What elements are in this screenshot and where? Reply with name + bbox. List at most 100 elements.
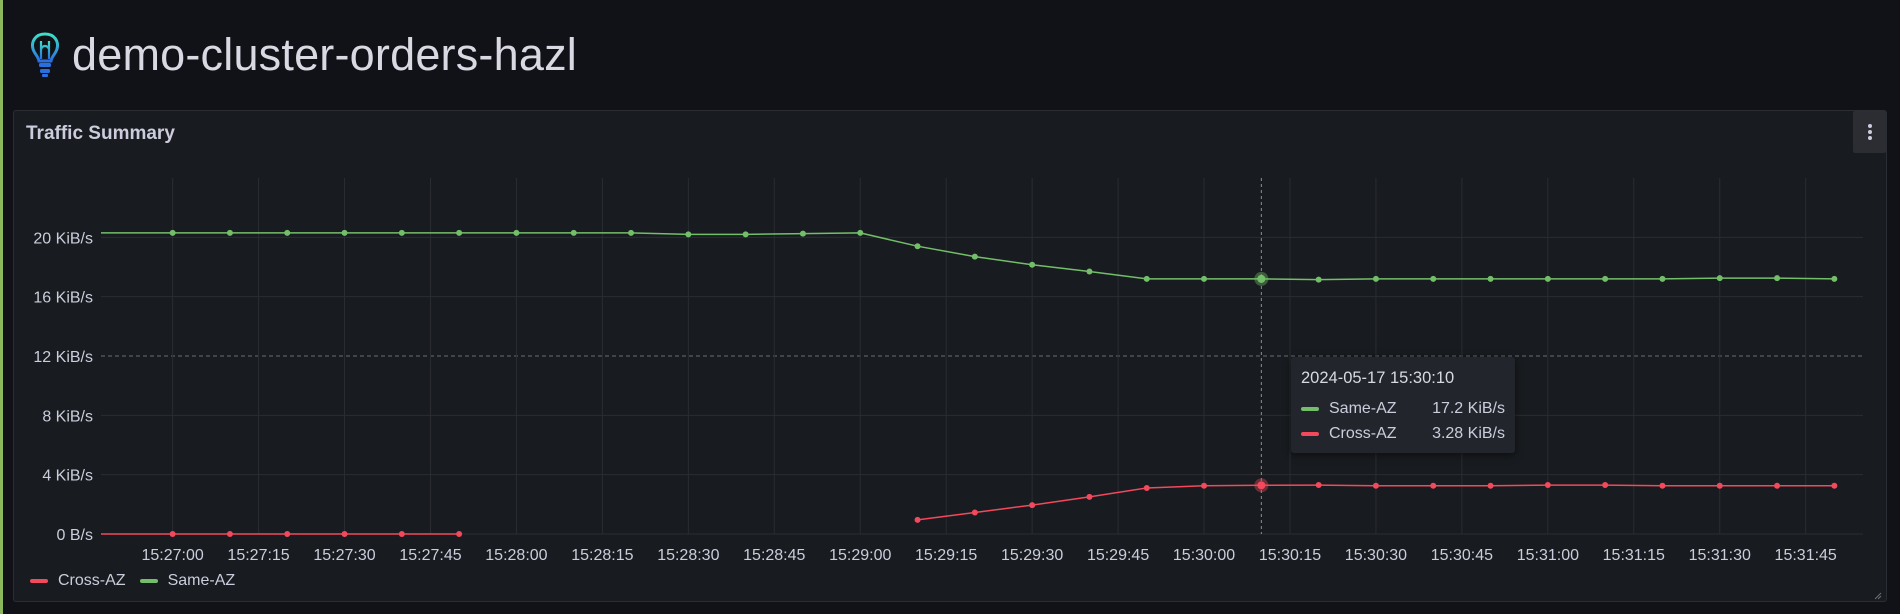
tooltip-swatch-cross-az — [1301, 431, 1319, 436]
tooltip-series-name: Same-AZ — [1329, 399, 1397, 417]
series-same-az-point — [971, 253, 978, 260]
series-cross-az-point — [1774, 482, 1781, 489]
x-tick-label: 15:29:45 — [1087, 547, 1149, 564]
series-cross-az-point — [341, 531, 348, 537]
x-tick-label: 15:28:30 — [657, 547, 719, 564]
x-tick-label: 15:28:15 — [571, 547, 633, 564]
x-tick-label: 15:27:45 — [399, 547, 461, 564]
y-tick-label: 16 KiB/s — [33, 290, 93, 307]
series-cross-az-point — [1659, 482, 1666, 489]
series-cross-az-point — [971, 509, 978, 516]
y-tick-label: 20 KiB/s — [33, 230, 93, 247]
y-tick-label: 12 KiB/s — [33, 349, 93, 366]
hover-tooltip: 2024-05-17 15:30:10 Same-AZ 17.2 KiB/s C… — [1291, 357, 1515, 453]
x-tick-label: 15:27:00 — [141, 547, 203, 564]
series-same-az-line — [101, 232, 1835, 281]
tooltip-swatch-same-az — [1301, 406, 1319, 411]
series-same-az-point — [742, 231, 749, 238]
series-cross-az-point — [1602, 482, 1609, 489]
series-same-az-point — [341, 229, 348, 236]
series-same-az-point — [1487, 275, 1494, 282]
series-same-az-point — [1315, 276, 1322, 283]
x-tick-label: 15:29:30 — [1001, 547, 1063, 564]
series-same-az-point — [1201, 275, 1208, 282]
panel-title: Traffic Summary — [26, 123, 175, 144]
x-tick-label: 15:27:15 — [227, 547, 289, 564]
series-cross-az-point — [1831, 482, 1838, 489]
dashboard-header: demo-cluster-orders-hazl — [28, 28, 577, 82]
x-tick-label: 15:27:30 — [313, 547, 375, 564]
x-tick-label: 15:30:30 — [1345, 547, 1407, 564]
hover-point — [1257, 274, 1266, 283]
series-same-az-point — [570, 229, 577, 236]
chart-legend: Cross-AZ Same-AZ — [30, 572, 249, 590]
series-same-az-point — [226, 229, 233, 236]
series-same-az-point — [1029, 261, 1036, 268]
series-same-az-point — [1602, 275, 1609, 282]
series-same-az-point — [799, 230, 806, 237]
y-tick-label: 8 KiB/s — [42, 408, 93, 425]
series-same-az-point — [685, 231, 692, 238]
series-same-az-point — [1430, 275, 1437, 282]
series-same-az-point — [1831, 275, 1838, 282]
tooltip-time: 2024-05-17 15:30:10 — [1301, 369, 1455, 387]
panel-menu-button[interactable] — [1853, 111, 1886, 153]
tooltip-row-same-az: Same-AZ 17.2 KiB/s — [1301, 396, 1505, 421]
y-tick-label: 4 KiB/s — [42, 468, 93, 485]
x-tick-label: 15:29:00 — [829, 547, 891, 564]
tooltip-series-value: 3.28 KiB/s — [1432, 424, 1505, 442]
series-cross-az-point — [1487, 482, 1494, 489]
left-accent-bar — [0, 0, 3, 614]
series-same-az-point — [857, 229, 864, 236]
x-tick-label: 15:30:15 — [1259, 547, 1321, 564]
tooltip-row-cross-az: Cross-AZ 3.28 KiB/s — [1301, 421, 1505, 446]
series-cross-az-point — [914, 516, 921, 523]
tooltip-series-value: 17.2 KiB/s — [1432, 399, 1505, 417]
series-same-az-point — [513, 229, 520, 236]
x-tick-label: 15:31:45 — [1775, 547, 1837, 564]
series-same-az-point — [1716, 275, 1723, 282]
series-cross-az-point — [1315, 482, 1322, 489]
panel-resize-handle-icon[interactable] — [1874, 592, 1882, 600]
tooltip-series-name: Cross-AZ — [1329, 424, 1397, 442]
series-cross-az-point — [398, 531, 405, 537]
x-tick-label: 15:31:00 — [1517, 547, 1579, 564]
x-tick-label: 15:31:30 — [1689, 547, 1751, 564]
series-cross-az-point — [1544, 482, 1551, 489]
legend-label: Same-AZ — [167, 572, 236, 589]
dashboard-title: demo-cluster-orders-hazl — [72, 29, 577, 80]
legend-swatch-same-az — [139, 579, 158, 583]
series-same-az-point — [398, 229, 405, 236]
series-same-az-point — [628, 229, 635, 236]
series-cross-az-point — [456, 531, 463, 537]
series-cross-az-point — [1086, 493, 1093, 500]
series-same-az-point — [169, 229, 176, 236]
series-cross-az-point — [1201, 482, 1208, 489]
series-same-az-point — [914, 243, 921, 250]
series-same-az-point — [1372, 275, 1379, 282]
series-cross-az-point — [1029, 502, 1036, 509]
legend-label: Cross-AZ — [58, 572, 126, 589]
x-tick-label: 15:28:00 — [485, 547, 547, 564]
legend-item-cross-az[interactable]: Cross-AZ — [30, 572, 126, 590]
series-same-az-point — [1086, 268, 1093, 275]
series-cross-az-point — [1372, 482, 1379, 489]
series-cross-az-point — [1143, 485, 1150, 492]
x-tick-label: 15:29:15 — [915, 547, 977, 564]
x-tick-label: 15:31:15 — [1603, 547, 1665, 564]
series-same-az-point — [1544, 275, 1551, 282]
series-same-az-point — [1143, 275, 1150, 282]
series-same-az-point — [1774, 275, 1781, 282]
series-cross-az-point — [1430, 482, 1437, 489]
legend-item-same-az[interactable]: Same-AZ — [139, 572, 236, 590]
hover-point — [1257, 481, 1266, 490]
series-cross-az-point — [169, 531, 176, 537]
kebab-menu-icon — [1867, 124, 1872, 140]
legend-swatch-cross-az — [30, 579, 48, 583]
series-cross-az-point — [226, 531, 233, 537]
series-same-az-point — [456, 229, 463, 236]
lightbulb-logo-icon — [31, 32, 59, 77]
y-tick-label: 0 B/s — [57, 527, 93, 544]
series-cross-az-point — [284, 531, 291, 537]
